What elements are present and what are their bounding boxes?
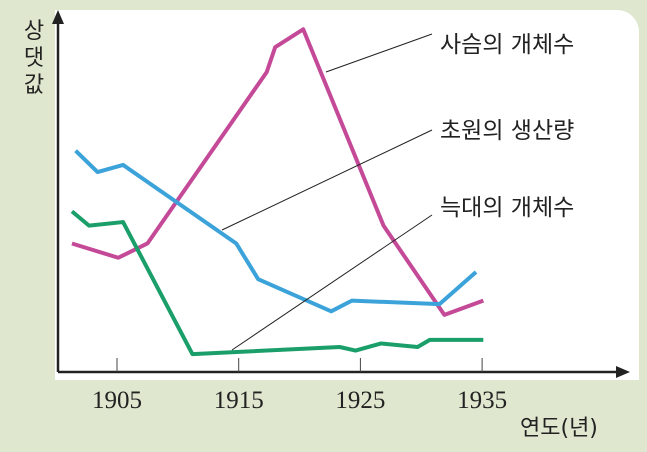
y-axis-label: 상댓값: [23, 19, 45, 98]
x-tick-label: 1915: [214, 387, 264, 414]
series-line-1: [71, 27, 485, 317]
x-tick-label: 1935: [457, 387, 507, 414]
series-label: 늑대의 개체수: [440, 195, 574, 221]
plot-area: [55, 10, 639, 380]
leader-line: [325, 33, 433, 73]
series-line-2: [74, 149, 478, 314]
x-axis-arrow: [616, 366, 630, 378]
series-label: 사슴의 개체수: [440, 32, 574, 58]
x-tick-label: 1925: [335, 387, 385, 414]
x-tick-label: 1905: [92, 387, 142, 414]
x-axis-label: 연도(년): [520, 416, 598, 441]
series-label: 초원의 생산량: [440, 118, 574, 144]
leader-line: [231, 214, 433, 351]
series-line-3: [70, 209, 484, 357]
leader-line: [221, 129, 433, 231]
y-axis-arrow: [52, 10, 64, 24]
